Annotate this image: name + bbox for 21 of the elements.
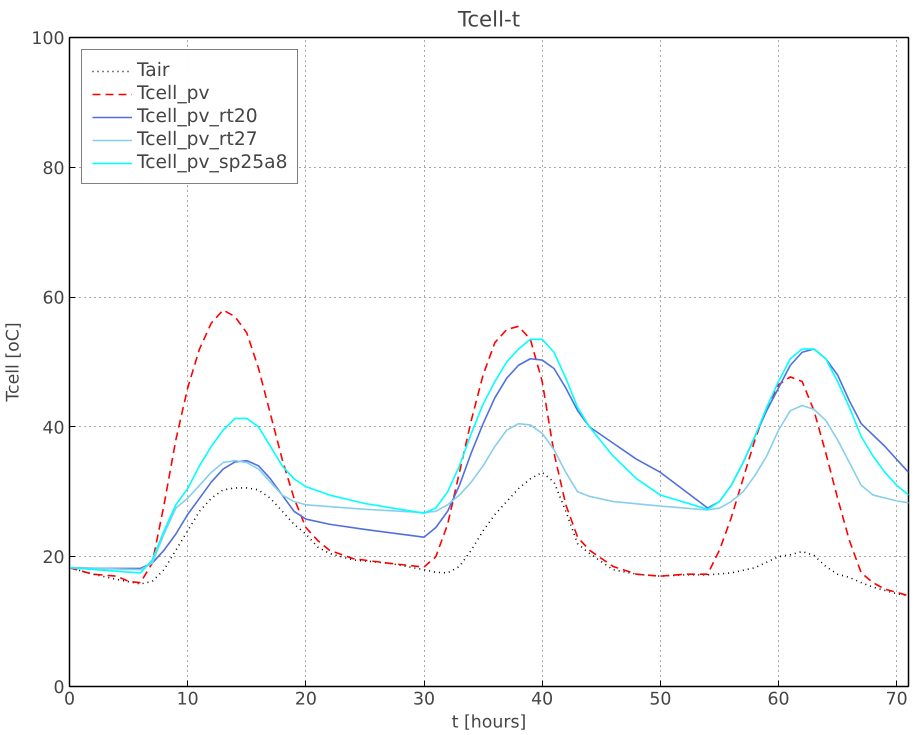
legend-label: Tcell_pv_sp25a8 xyxy=(137,152,288,173)
x-tick-label: 20 xyxy=(294,690,317,710)
x-tick-label: 30 xyxy=(412,690,436,710)
legend-label: Tcell_pv_rt27 xyxy=(137,129,258,150)
legend-label: Tair xyxy=(137,60,170,81)
legend-label: Tcell_pv_rt20 xyxy=(137,106,258,127)
y-tick-label: 40 xyxy=(42,418,65,438)
y-axis-title: Tcell [oC] xyxy=(3,322,24,403)
x-tick-label: 10 xyxy=(176,690,199,710)
y-tick-label: 20 xyxy=(42,548,65,568)
y-tick-label: 100 xyxy=(31,29,65,49)
x-axis-title: t [hours] xyxy=(452,712,526,732)
y-tick-label: 60 xyxy=(42,288,65,309)
line-series xyxy=(70,309,908,596)
chart-title: Tcell-t xyxy=(456,8,520,32)
x-tick-label: 60 xyxy=(767,690,790,710)
legend-label: Tcell_pv xyxy=(137,83,210,104)
x-tick-label: 40 xyxy=(531,690,554,710)
x-tick-label: 50 xyxy=(649,690,672,710)
x-tick-label: 70 xyxy=(886,690,908,710)
y-tick-label: 80 xyxy=(42,158,65,179)
